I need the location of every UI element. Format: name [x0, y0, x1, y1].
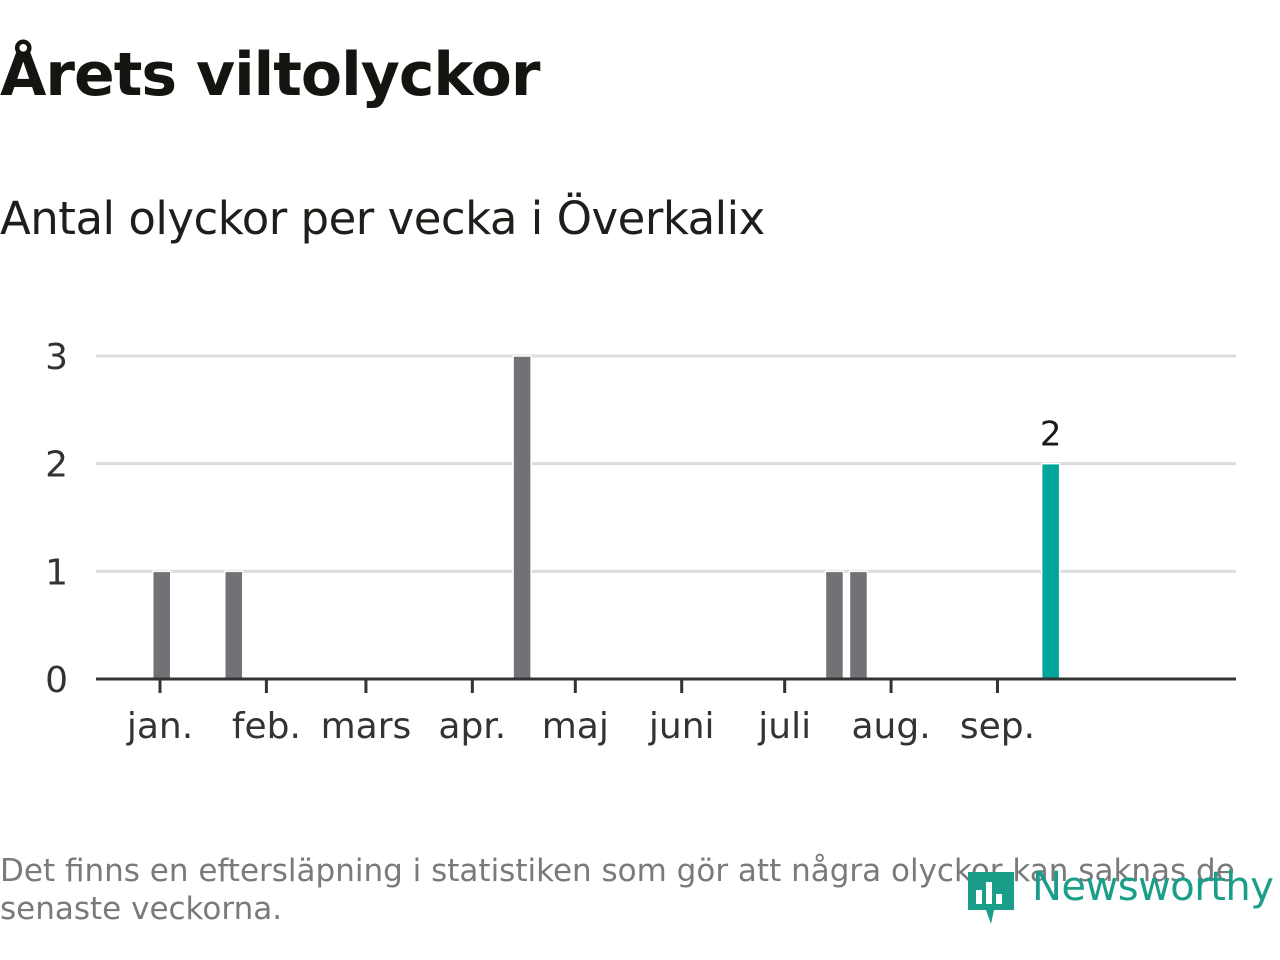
bar [848, 570, 869, 680]
newsworthy-logo[interactable]: Newsworthy [962, 860, 1280, 930]
bar-chart: 0 1 2 3 2 jan. feb. mars apr. maj juni juli aug. se… [45, 337, 1236, 747]
bar-latest-week [1040, 462, 1061, 680]
data-labels: 2 [1040, 415, 1062, 455]
newsworthy-chart-icon [964, 866, 1018, 930]
x-tick-label: jan. [126, 706, 193, 747]
data-label: 2 [1040, 415, 1062, 455]
x-axis [96, 677, 1236, 693]
logo-text: Newsworthy [1032, 864, 1274, 910]
bar [224, 570, 244, 680]
y-tick-label: 1 [45, 552, 68, 593]
y-tick-labels: 0 1 2 3 [45, 337, 68, 701]
x-tick-label: feb. [232, 706, 301, 747]
grid-lines [96, 354, 1236, 573]
x-tick-label: sep. [960, 706, 1035, 747]
y-tick-label: 2 [45, 445, 68, 486]
bar [824, 570, 845, 680]
y-tick-label: 3 [45, 337, 68, 378]
x-tick-label: apr. [438, 706, 506, 747]
x-tick-label: maj [542, 706, 609, 747]
x-tick-label: juli [757, 706, 811, 747]
chart-title: Årets viltolyckor [0, 40, 540, 110]
bars [151, 355, 1061, 680]
footnote: Det finns en eftersläpning i statistiken… [0, 853, 1235, 927]
x-tick-label: aug. [851, 706, 930, 747]
bar [151, 570, 172, 680]
bar [512, 355, 532, 680]
chart-subtitle: Antal olyckor per vecka i Överkalix [0, 192, 765, 245]
x-tick-labels: jan. feb. mars apr. maj juni juli aug. sep. [126, 706, 1035, 747]
x-tick-label: mars [321, 706, 412, 747]
x-tick-label: juni [648, 706, 715, 747]
y-tick-label: 0 [45, 660, 68, 701]
